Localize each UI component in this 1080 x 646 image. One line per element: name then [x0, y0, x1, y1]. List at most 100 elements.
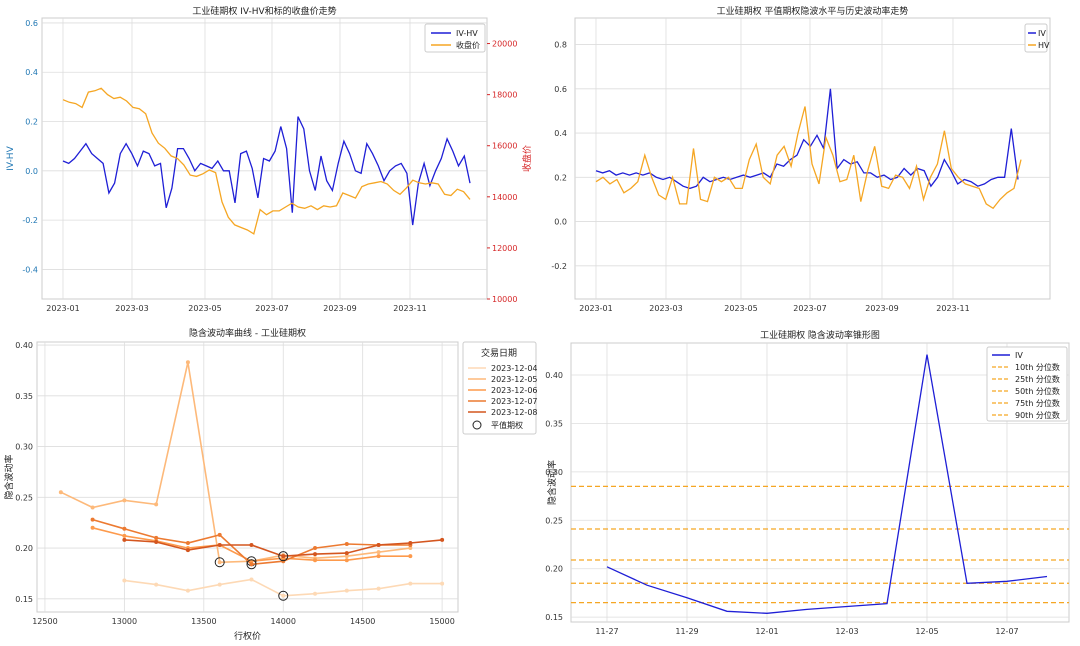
- legend-label-close: 收盘价: [456, 40, 480, 50]
- y-axis-label: 隐含波动率: [3, 454, 15, 499]
- legend-label-date: 2023-12-05: [491, 375, 538, 384]
- smile-point: [376, 554, 381, 559]
- y-tick-label: -0.4: [22, 265, 38, 274]
- iv-hv-close-chart: 工业硅期权 IV-HV和标的收盘价走势 -0.4 -0.2 0.0 0.2 0.4 0.6 1…: [6, 5, 533, 313]
- x-tick-label: 14500: [350, 617, 375, 626]
- legend-label-atm: 平值期权: [491, 420, 523, 430]
- legend-label-quantile: 10th 分位数: [1015, 362, 1060, 372]
- legend-label-quantile: 50th 分位数: [1015, 386, 1060, 396]
- atm-marker: [278, 590, 289, 601]
- x-tick-label: 2023-01: [46, 304, 79, 313]
- smile-point: [217, 582, 222, 587]
- chart-title: 隐含波动率曲线 - 工业硅期权: [189, 327, 306, 339]
- x-tick-label: 14000: [271, 617, 296, 626]
- smile-point: [185, 360, 190, 365]
- y-tick-label: 0.15: [545, 613, 563, 622]
- x-tick-label: 13500: [191, 617, 216, 626]
- x-tick-label: 12500: [32, 617, 57, 626]
- y-tick-label: -0.2: [551, 262, 567, 271]
- legend-box: [462, 341, 537, 435]
- close-price-series-line: [62, 87, 471, 235]
- x-tick-label: 2023-09: [323, 304, 356, 313]
- smile-point: [122, 578, 127, 583]
- x-tick-label: 2023-05: [724, 304, 757, 313]
- smile-point: [376, 586, 381, 591]
- smile-point: [344, 551, 349, 556]
- smile-point: [122, 498, 127, 503]
- smile-point: [122, 533, 127, 538]
- x-tick-label: 2023-07: [793, 304, 826, 313]
- smile-point: [154, 539, 159, 544]
- atm-marker: [246, 559, 257, 570]
- atm-marker: [214, 557, 225, 568]
- legend-label-date: 2023-12-07: [491, 397, 538, 406]
- y-tick-label: 0.4: [554, 129, 567, 138]
- y-tick-label: 0.40: [545, 371, 563, 380]
- y-tick-label: 0.20: [545, 565, 563, 574]
- smile-point: [313, 591, 318, 596]
- x-tick-label: 2023-09: [865, 304, 898, 313]
- y2-tick-label: 18000: [492, 91, 517, 100]
- y-tick-label: 0.15: [15, 595, 33, 604]
- smile-point: [58, 490, 63, 495]
- smile-point: [281, 554, 286, 559]
- hv-series-line: [595, 106, 1022, 210]
- y-tick-label: 0.0: [554, 218, 567, 227]
- legend-label-iv: IV: [1038, 29, 1046, 38]
- x-tick-label: 2023-07: [255, 304, 288, 313]
- y-tick-label: 0.2: [25, 118, 38, 127]
- chart-title: 工业硅期权 平值期权隐波水平与历史波动率走势: [717, 5, 909, 17]
- y-tick-label: 0.30: [15, 443, 33, 452]
- legend-box: [986, 346, 1068, 422]
- y-tick-label: 0.6: [554, 85, 567, 94]
- legend-label-quantile: 25th 分位数: [1015, 374, 1060, 384]
- x-tick-label: 12-03: [835, 627, 858, 636]
- x-tick-label: 11-27: [595, 627, 618, 636]
- legend-label-hv: HV: [1038, 41, 1050, 50]
- y-tick-label: 0.30: [545, 468, 563, 477]
- x-tick-label: 2023-05: [188, 304, 221, 313]
- y2-tick-label: 20000: [492, 40, 517, 49]
- y2-axis-label: 收盘价: [521, 145, 533, 172]
- smile-point: [154, 535, 159, 540]
- x-tick-label: 2023-11: [936, 304, 969, 313]
- x-tick-label: 12-01: [755, 627, 778, 636]
- plot-frame: [570, 342, 1070, 623]
- smile-point: [440, 581, 445, 586]
- x-axis-label: 行权价: [234, 630, 261, 642]
- smile-point: [281, 593, 286, 598]
- legend-label-date: 2023-12-08: [491, 408, 538, 417]
- smile-series-line: [60, 362, 411, 564]
- y2-tick-label: 10000: [492, 295, 517, 304]
- smile-point: [217, 532, 222, 537]
- plot-frame: [36, 341, 459, 613]
- smile-point: [185, 540, 190, 545]
- smile-point: [281, 559, 286, 564]
- y-tick-label: 0.25: [545, 516, 563, 525]
- x-tick-label: 2023-11: [393, 304, 426, 313]
- smile-point: [154, 582, 159, 587]
- y-axis-label: 隐含波动率: [546, 460, 558, 505]
- smile-point: [217, 543, 222, 548]
- iv-hv-series-line: [62, 116, 471, 226]
- smile-point: [408, 540, 413, 545]
- iv-series-line: [606, 354, 1048, 614]
- y-tick-label: -0.2: [22, 216, 38, 225]
- legend-label-iv: IV: [1015, 351, 1023, 360]
- y2-tick-label: 16000: [492, 142, 517, 151]
- smile-point: [122, 537, 127, 542]
- smile-point: [376, 543, 381, 548]
- legend-label-iv-hv: IV-HV: [456, 29, 478, 38]
- smile-point: [90, 517, 95, 522]
- smile-point: [313, 546, 318, 551]
- smile-point: [344, 588, 349, 593]
- smile-point: [344, 558, 349, 563]
- smile-point: [376, 550, 381, 555]
- x-tick-label: 2023-03: [649, 304, 682, 313]
- smile-point: [217, 560, 222, 565]
- volatility-smile-chart: 隐含波动率曲线 - 工业硅期权 0.15 0.20 0.25 0.30 0.35 0.40 1…: [3, 327, 538, 642]
- smile-point: [344, 541, 349, 546]
- y2-tick-label: 14000: [492, 193, 517, 202]
- iv-series-line: [595, 88, 1019, 190]
